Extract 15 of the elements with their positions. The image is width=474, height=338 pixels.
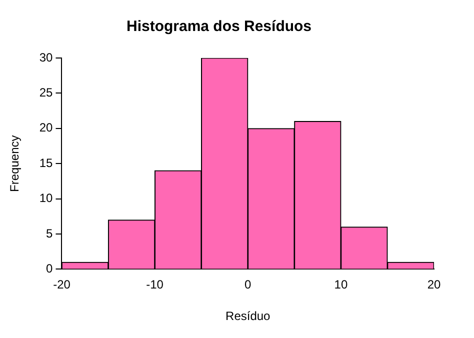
x-tick-label: 20	[427, 278, 441, 292]
y-tick-label: 15	[39, 156, 54, 170]
x-tick-label: -10	[146, 278, 164, 292]
y-axis-title: Frequency	[8, 135, 22, 192]
y-tick-label: 25	[39, 86, 54, 100]
y-tick-label: 10	[39, 191, 54, 206]
y-tick-label: 0	[46, 262, 54, 276]
x-axis-title: Resíduo	[226, 309, 271, 324]
chart-title: Histograma dos Resíduos	[126, 18, 312, 36]
y-tick-label: 30	[39, 50, 54, 64]
y-tick-label: 5	[46, 226, 54, 240]
x-tick-label: -20	[53, 278, 71, 292]
y-tick-label: 20	[39, 120, 54, 135]
x-tick-label: 10	[334, 278, 348, 292]
x-tick-label: 0	[244, 278, 252, 292]
